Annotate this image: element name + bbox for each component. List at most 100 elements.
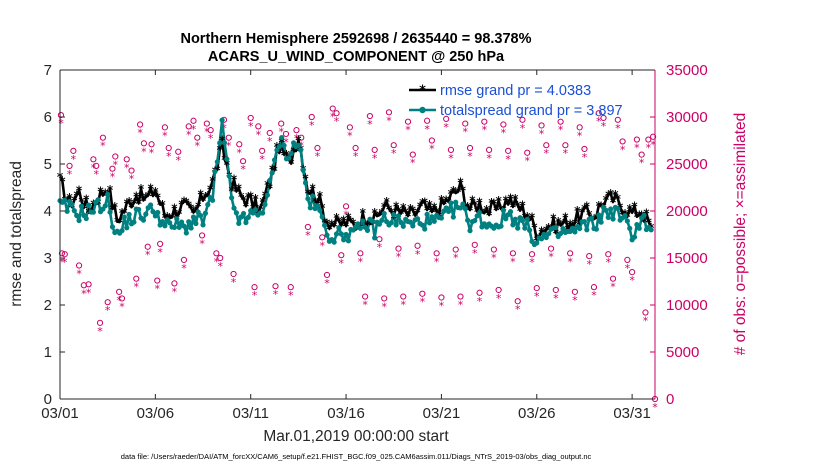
obs-assimilated-marker: *	[534, 290, 540, 303]
totalspread-point	[343, 231, 349, 238]
obs-assimilated-marker: *	[214, 255, 220, 268]
obs-possible-marker	[533, 284, 540, 292]
rmse-point: *	[164, 210, 171, 224]
rmse-point: *	[526, 214, 533, 228]
totalspread-point	[86, 202, 92, 208]
obs-assimilated-marker: *	[172, 285, 178, 298]
totalspread-point	[71, 208, 77, 214]
totalspread-point	[462, 206, 468, 212]
obs-assimilated-marker: *	[181, 262, 187, 275]
obs-possible-marker	[266, 129, 273, 137]
rmse-point: *	[381, 200, 388, 214]
rmse-point: *	[424, 203, 431, 217]
rmse-point: *	[593, 211, 600, 225]
rmse-point: *	[360, 206, 367, 220]
rmse-point: *	[591, 213, 598, 227]
totalspread-point	[245, 214, 251, 220]
rmse-point: *	[512, 192, 519, 206]
totalspread-point	[147, 202, 154, 208]
totalspread-point	[560, 225, 566, 232]
totalspread-point	[450, 214, 456, 220]
obs-possible-marker	[649, 133, 657, 140]
obs-possible-marker	[395, 245, 402, 252]
obs-assimilated-marker: *	[324, 277, 330, 290]
rmse-point: *	[441, 197, 448, 211]
totalspread-point	[410, 223, 416, 229]
rmse-point: *	[443, 193, 450, 207]
rmse-point: *	[417, 200, 424, 214]
obs-assimilated-marker: *	[330, 111, 336, 124]
rmse-point: *	[276, 146, 283, 160]
obs-possible-marker	[116, 288, 123, 295]
rmse-point: *	[326, 222, 333, 236]
rmse-point: *	[224, 158, 231, 172]
rmse-point: *	[624, 210, 631, 224]
obs-assimilated-marker: *	[110, 171, 116, 184]
obs-possible-marker	[538, 122, 545, 129]
obs-possible-marker	[140, 140, 148, 147]
totalspread-point	[162, 223, 168, 229]
obs-possible-marker	[247, 114, 254, 122]
rmse-point: *	[341, 214, 348, 228]
obs-possible-marker	[366, 112, 373, 120]
obs-possible-marker	[161, 124, 168, 131]
obs-possible-marker	[452, 246, 459, 253]
x-axis-label: Mar.01,2019 00:00:00 start	[263, 428, 449, 445]
obs-assimilated-marker: *	[105, 304, 111, 317]
x-tick-label: 03/11	[232, 405, 268, 422]
totalspread-point	[271, 157, 278, 163]
rmse-point: *	[338, 219, 345, 233]
obs-possible-marker	[133, 275, 140, 282]
obs-possible-marker	[225, 134, 232, 141]
rmse-point: *	[450, 184, 457, 198]
obs-assimilated-marker: *	[362, 299, 368, 312]
obs-assimilated-marker: *	[606, 256, 612, 269]
obs-possible-marker	[148, 141, 155, 148]
obs-assimilated-marker: *	[217, 260, 223, 273]
totalspread-point	[186, 219, 192, 225]
obs-assimilated-marker: *	[558, 124, 564, 137]
obs-possible-marker	[293, 127, 300, 134]
totalspread-point	[171, 224, 178, 231]
totalspread-point	[519, 218, 526, 224]
obs-possible-marker	[75, 262, 83, 269]
obs-assimilated-marker: *	[353, 150, 359, 163]
obs-possible-marker	[590, 284, 598, 291]
obs-possible-marker	[272, 283, 279, 290]
rmse-point: *	[631, 199, 638, 213]
totalspread-point	[448, 200, 454, 206]
obs-possible-marker	[85, 281, 92, 288]
totalspread-point	[121, 214, 127, 220]
obs-assimilated-marker: *	[377, 241, 383, 254]
rmse-point: *	[252, 192, 259, 206]
obs-assimilated-marker: *	[563, 147, 569, 160]
totalspread-point	[317, 207, 323, 213]
rmse-point: *	[410, 204, 417, 218]
rmse-point: *	[584, 200, 591, 214]
rmse-point: *	[629, 206, 636, 220]
obs-possible-marker	[66, 162, 73, 169]
rmse-point: *	[138, 182, 145, 196]
obs-assimilated-marker: *	[505, 153, 511, 166]
obs-possible-marker	[213, 250, 220, 257]
obs-assimilated-marker: *	[429, 143, 435, 156]
totalspread-point	[572, 229, 578, 235]
obs-possible-marker	[500, 121, 507, 128]
obs-assimilated-marker: *	[59, 255, 65, 268]
rmse-point: *	[579, 206, 586, 220]
totalspread-point	[83, 215, 89, 222]
rmse-point: *	[429, 205, 436, 219]
obs-assimilated-marker: *	[100, 140, 106, 153]
obs-possible-marker	[390, 142, 397, 149]
legend-rmse-label: rmse grand pr = 4.0383	[440, 83, 591, 99]
rmse-point: *	[188, 202, 195, 216]
obs-possible-marker	[609, 275, 617, 282]
obs-assimilated-marker: *	[591, 289, 597, 302]
rmse-point: *	[128, 201, 135, 215]
obs-possible-marker	[443, 115, 450, 122]
rmse-point: *	[219, 134, 226, 148]
rmse-point: *	[181, 195, 188, 209]
obs-possible-marker	[185, 123, 192, 130]
obs-possible-marker	[93, 162, 100, 169]
totalspread-point	[212, 168, 218, 175]
